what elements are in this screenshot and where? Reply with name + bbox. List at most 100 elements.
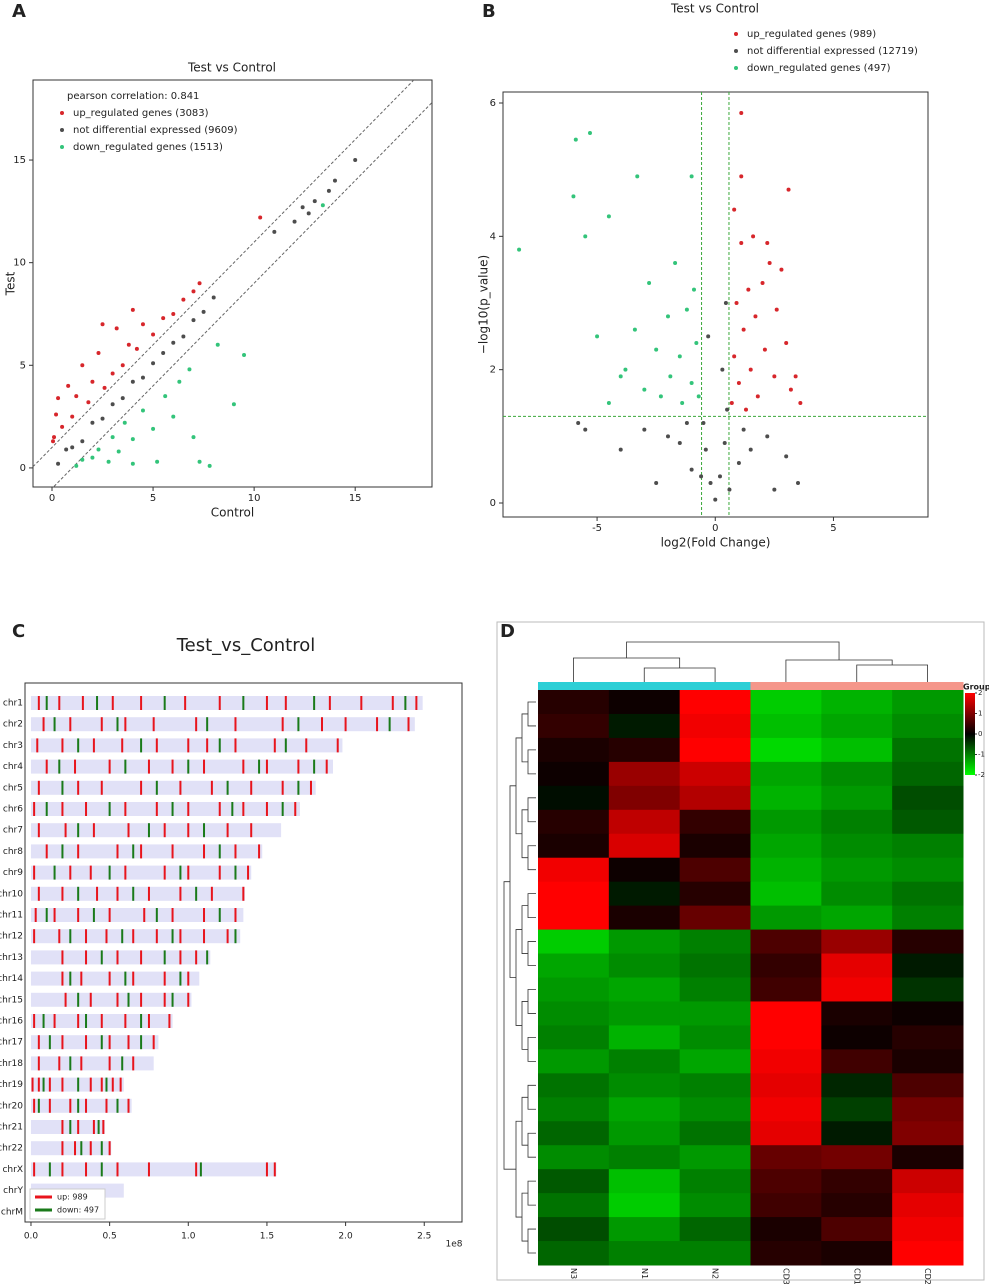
heatmap-cell bbox=[679, 977, 751, 1002]
point bbox=[665, 434, 670, 439]
y-tick-label: 4 bbox=[490, 231, 496, 242]
gene-marker bbox=[140, 1014, 143, 1028]
gene-marker bbox=[234, 844, 237, 859]
gene-marker bbox=[218, 865, 221, 880]
heatmap-cell bbox=[608, 1241, 681, 1266]
point bbox=[312, 199, 317, 204]
gene-marker bbox=[281, 780, 284, 795]
gene-marker bbox=[121, 1056, 124, 1071]
heatmap-cell bbox=[892, 1049, 964, 1074]
heatmap-cell bbox=[608, 1001, 681, 1026]
gene-marker bbox=[132, 971, 135, 986]
gene-marker bbox=[195, 717, 198, 732]
point bbox=[798, 401, 803, 405]
legend-marker bbox=[734, 49, 738, 53]
panel-label: D bbox=[500, 621, 515, 642]
chromosome-label: chr12 bbox=[0, 932, 23, 942]
gene-marker bbox=[96, 696, 99, 710]
gene-marker bbox=[171, 802, 174, 816]
point bbox=[151, 361, 156, 366]
point bbox=[110, 402, 115, 407]
heatmap-cell bbox=[821, 833, 893, 859]
heatmap-cell bbox=[608, 1145, 681, 1170]
chromosome-bar bbox=[30, 738, 343, 753]
point bbox=[74, 463, 79, 468]
gene-marker bbox=[171, 844, 174, 859]
point bbox=[353, 158, 358, 163]
heatmap-cell bbox=[892, 953, 964, 978]
heatmap-cell bbox=[538, 1001, 610, 1026]
gene-marker bbox=[31, 1077, 34, 1092]
gene-marker bbox=[234, 738, 237, 753]
gene-marker bbox=[258, 759, 261, 774]
chromosome-bar bbox=[30, 1141, 112, 1156]
heatmap-cell bbox=[608, 809, 681, 835]
gene-marker bbox=[97, 1120, 100, 1134]
plot-frame bbox=[502, 91, 929, 518]
gene-marker bbox=[187, 971, 190, 986]
gene-marker bbox=[33, 929, 36, 944]
chromosome-bar bbox=[30, 717, 415, 732]
chromosome-label: chr5 bbox=[3, 783, 23, 793]
heatmap-cell bbox=[538, 857, 610, 883]
gene-marker bbox=[53, 717, 56, 732]
dendrogram bbox=[527, 941, 536, 966]
heatmap-cell bbox=[750, 1001, 822, 1026]
dendrogram bbox=[527, 893, 536, 919]
gene-marker bbox=[140, 738, 143, 753]
gene-marker bbox=[61, 950, 64, 965]
chromosome-label: chr21 bbox=[0, 1123, 23, 1133]
gene-marker bbox=[140, 1035, 143, 1050]
x-tick-label: 2.5 bbox=[417, 1232, 431, 1242]
heatmap-cell bbox=[679, 881, 751, 907]
y-tick-label: 15 bbox=[13, 155, 26, 166]
point bbox=[734, 301, 739, 305]
heatmap-cell bbox=[892, 857, 964, 883]
point bbox=[786, 187, 791, 192]
point bbox=[739, 174, 744, 179]
heatmap-cell bbox=[892, 1145, 964, 1170]
legend-label: up_regulated genes (3083) bbox=[73, 108, 209, 119]
gene-marker bbox=[203, 929, 206, 944]
heatmap-cell bbox=[679, 1217, 751, 1242]
gene-marker bbox=[242, 696, 245, 710]
dendrogram bbox=[527, 1132, 536, 1158]
chromosome-label: chr9 bbox=[3, 868, 23, 878]
gene-marker bbox=[124, 802, 127, 816]
heatmap-cell bbox=[608, 1025, 681, 1050]
point bbox=[741, 327, 746, 332]
heatmap-cell bbox=[608, 1073, 681, 1098]
point bbox=[795, 481, 800, 485]
point bbox=[120, 396, 125, 401]
column-label: CD2 bbox=[923, 1268, 932, 1284]
y-axis-label: Test bbox=[4, 271, 18, 296]
point bbox=[772, 487, 777, 492]
color-bar bbox=[965, 693, 975, 775]
chromosome-bar bbox=[30, 780, 316, 795]
heatmap-cell bbox=[679, 1121, 751, 1146]
point bbox=[642, 427, 647, 432]
gene-marker bbox=[124, 1014, 127, 1028]
gene-marker bbox=[247, 865, 250, 880]
gene-marker bbox=[407, 717, 410, 732]
point bbox=[784, 341, 789, 345]
gene-marker bbox=[155, 780, 158, 795]
heatmap-cell bbox=[679, 1001, 751, 1026]
point bbox=[90, 455, 95, 460]
gene-marker bbox=[74, 1141, 77, 1156]
gene-marker bbox=[284, 696, 287, 710]
gene-marker bbox=[415, 696, 418, 710]
point bbox=[765, 241, 770, 245]
x-tick-label: 1.5 bbox=[260, 1232, 274, 1242]
legend-label: down_regulated genes (497) bbox=[747, 63, 891, 74]
plot-clip bbox=[503, 92, 928, 517]
gene-marker bbox=[77, 738, 80, 753]
gene-marker bbox=[297, 780, 300, 795]
gene-marker bbox=[33, 802, 36, 816]
dendrogram bbox=[527, 989, 536, 1014]
legend-marker bbox=[734, 32, 738, 36]
point bbox=[197, 281, 202, 286]
gene-marker bbox=[108, 908, 111, 922]
heatmap-cell bbox=[892, 833, 964, 859]
point bbox=[207, 463, 212, 468]
